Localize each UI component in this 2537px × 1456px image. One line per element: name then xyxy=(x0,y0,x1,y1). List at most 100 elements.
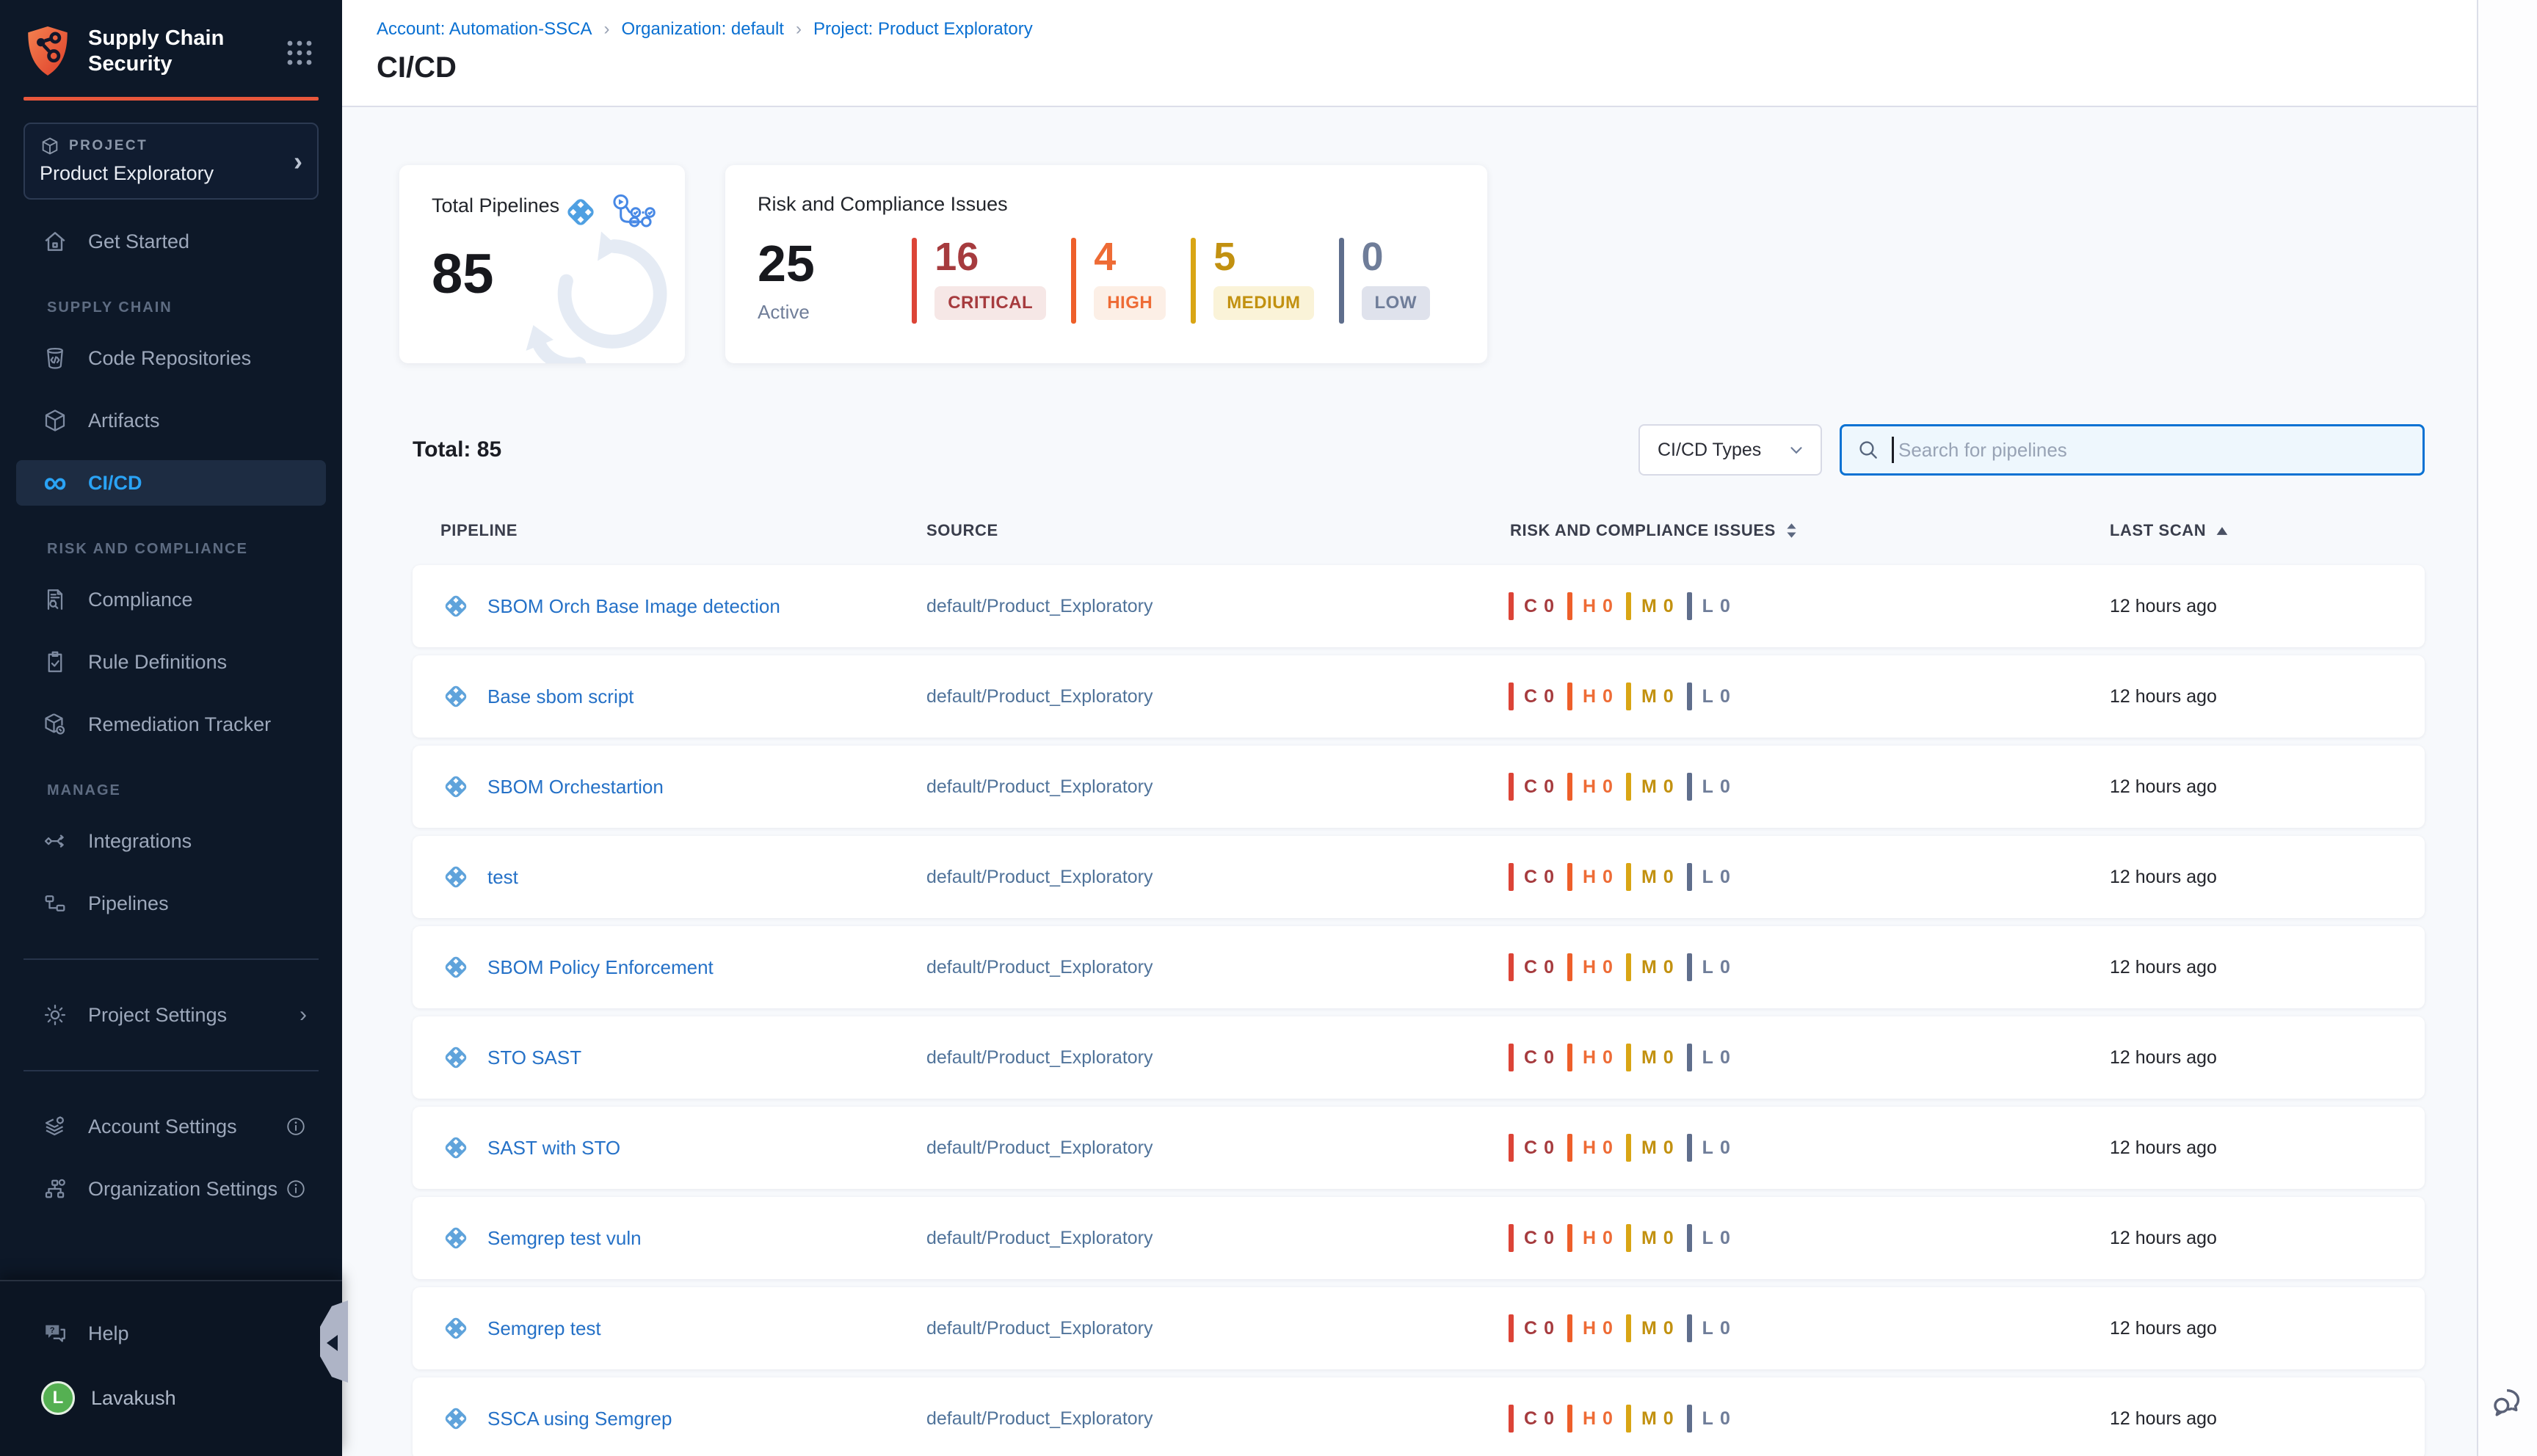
pipeline-name[interactable]: STO SAST xyxy=(487,1046,582,1069)
breadcrumb-project[interactable]: Project: Product Exploratory xyxy=(813,19,1033,39)
table-row[interactable]: Base sbom script default/Product_Explora… xyxy=(413,655,2425,738)
column-header-last-scan[interactable]: LAST SCAN xyxy=(2110,521,2425,540)
project-selector[interactable]: PROJECT Product Exploratory › xyxy=(23,123,319,200)
sidebar-item-label: Remediation Tracker xyxy=(88,713,272,735)
pipeline-search xyxy=(1840,424,2425,476)
info-icon[interactable] xyxy=(285,1178,307,1200)
card-title: Risk and Compliance Issues xyxy=(758,193,1008,215)
pipeline-name[interactable]: test xyxy=(487,865,518,888)
column-header-pipeline[interactable]: PIPELINE xyxy=(440,521,518,539)
sort-asc-icon[interactable] xyxy=(2216,526,2228,536)
table-toolbar: Total: 85 CI/CD Types xyxy=(413,424,2425,476)
svg-text:?: ? xyxy=(50,1326,55,1335)
pipeline-name[interactable]: SAST with STO xyxy=(487,1136,621,1159)
last-scan-value: 12 hours ago xyxy=(2110,595,2217,616)
column-header-source[interactable]: SOURCE xyxy=(926,521,998,539)
severity-badge: LOW xyxy=(1361,286,1430,320)
sidebar-item-cicd[interactable]: ∞ CI/CD xyxy=(16,460,326,506)
page-content: Total Pipelines xyxy=(342,109,2477,1456)
search-input[interactable] xyxy=(1898,438,2408,462)
search-icon xyxy=(1857,438,1880,462)
sidebar-item-label: Project Settings xyxy=(88,1003,228,1026)
table-row[interactable]: Semgrep test vuln default/Product_Explor… xyxy=(413,1197,2425,1279)
last-scan-value: 12 hours ago xyxy=(2110,776,2217,797)
sidebar-nav: Get Started SUPPLY CHAIN Code Repositori… xyxy=(0,219,342,1212)
help-label: Help xyxy=(88,1322,129,1344)
project-label: PROJECT xyxy=(69,138,148,153)
cicd-types-dropdown[interactable]: CI/CD Types xyxy=(1638,424,1822,476)
chevron-right-icon: › xyxy=(300,1002,307,1027)
harness-pipeline-icon xyxy=(440,862,471,892)
pipeline-name[interactable]: SBOM Policy Enforcement xyxy=(487,956,714,978)
chevron-down-icon xyxy=(1787,440,1806,459)
pipeline-name[interactable]: Semgrep test vuln xyxy=(487,1226,642,1249)
table-row[interactable]: Semgrep test default/Product_Exploratory… xyxy=(413,1287,2425,1369)
sidebar-item-remediation-tracker[interactable]: Remediation Tracker xyxy=(16,702,326,747)
severity-count: 4 xyxy=(1094,235,1117,279)
brand-accent-rule xyxy=(23,97,319,101)
pipeline-name[interactable]: SSCA using Semgrep xyxy=(487,1407,672,1430)
breadcrumb-account[interactable]: Account: Automation-SSCA xyxy=(377,19,592,39)
user-menu[interactable]: L Lavakush xyxy=(16,1375,326,1421)
last-scan-value: 12 hours ago xyxy=(2110,1046,2217,1068)
sidebar-item-label: Get Started xyxy=(88,230,190,252)
pipeline-name[interactable]: Base sbom script xyxy=(487,685,634,707)
table-row[interactable]: SBOM Orchestartion default/Product_Explo… xyxy=(413,746,2425,828)
sort-both-icon[interactable] xyxy=(1786,523,1797,539)
sidebar-item-code-repositories[interactable]: Code Repositories xyxy=(16,335,326,381)
sidebar-item-project-settings[interactable]: Project Settings › xyxy=(16,992,326,1038)
info-icon[interactable] xyxy=(285,1115,307,1138)
harness-pipeline-icon xyxy=(440,952,471,983)
sidebar-item-get-started[interactable]: Get Started xyxy=(16,219,326,264)
sidebar-item-artifacts[interactable]: Artifacts xyxy=(16,398,326,443)
table-row[interactable]: SBOM Policy Enforcement default/Product_… xyxy=(413,926,2425,1008)
chat-feedback-icon[interactable] xyxy=(2490,1386,2527,1419)
app-grid-menu-icon[interactable] xyxy=(285,38,314,68)
harness-pipeline-icon xyxy=(440,1042,471,1073)
column-header-issues[interactable]: RISK AND COMPLIANCE ISSUES xyxy=(1509,521,2110,540)
harness-pipeline-icon xyxy=(440,681,471,712)
severity-badge: MEDIUM xyxy=(1213,286,1314,320)
help-button[interactable]: ? Help xyxy=(16,1311,326,1356)
sidebar-item-label: Integrations xyxy=(88,829,192,852)
total-count-label: Total: 85 xyxy=(413,437,502,462)
sidebar-item-rule-definitions[interactable]: Rule Definitions xyxy=(16,639,326,685)
pipeline-name[interactable]: SBOM Orch Base Image detection xyxy=(487,594,780,617)
main-area: Account: Automation-SSCA › Organization:… xyxy=(342,0,2477,1456)
sidebar-item-organization-settings[interactable]: Organization Settings xyxy=(16,1166,326,1212)
nav-section-risk-compliance: RISK AND COMPLIANCE xyxy=(47,541,248,557)
sidebar-item-pipelines[interactable]: Pipelines xyxy=(16,881,326,926)
sidebar-footer: ? Help L Lavakush xyxy=(0,1280,342,1456)
table-row[interactable]: SSCA using Semgrep default/Product_Explo… xyxy=(413,1377,2425,1456)
sidebar-item-account-settings[interactable]: Account Settings xyxy=(16,1104,326,1149)
cube-icon xyxy=(41,407,69,434)
page-header: Account: Automation-SSCA › Organization:… xyxy=(342,0,2477,107)
sidebar-item-compliance[interactable]: Compliance xyxy=(16,577,326,622)
pipeline-name[interactable]: Semgrep test xyxy=(487,1317,601,1339)
table-row[interactable]: SBOM Orch Base Image detection default/P… xyxy=(413,565,2425,647)
breadcrumb-organization[interactable]: Organization: default xyxy=(621,19,784,39)
table-row[interactable]: SAST with STO default/Product_Explorator… xyxy=(413,1107,2425,1189)
pipeline-source: default/Product_Exploratory xyxy=(926,1317,1153,1339)
page-title: CI/CD xyxy=(377,51,457,84)
sidebar-item-label: Organization Settings xyxy=(88,1177,278,1200)
pipeline-name[interactable]: SBOM Orchestartion xyxy=(487,775,664,798)
severity-bar xyxy=(912,238,918,324)
sidebar-item-integrations[interactable]: Integrations xyxy=(16,818,326,864)
